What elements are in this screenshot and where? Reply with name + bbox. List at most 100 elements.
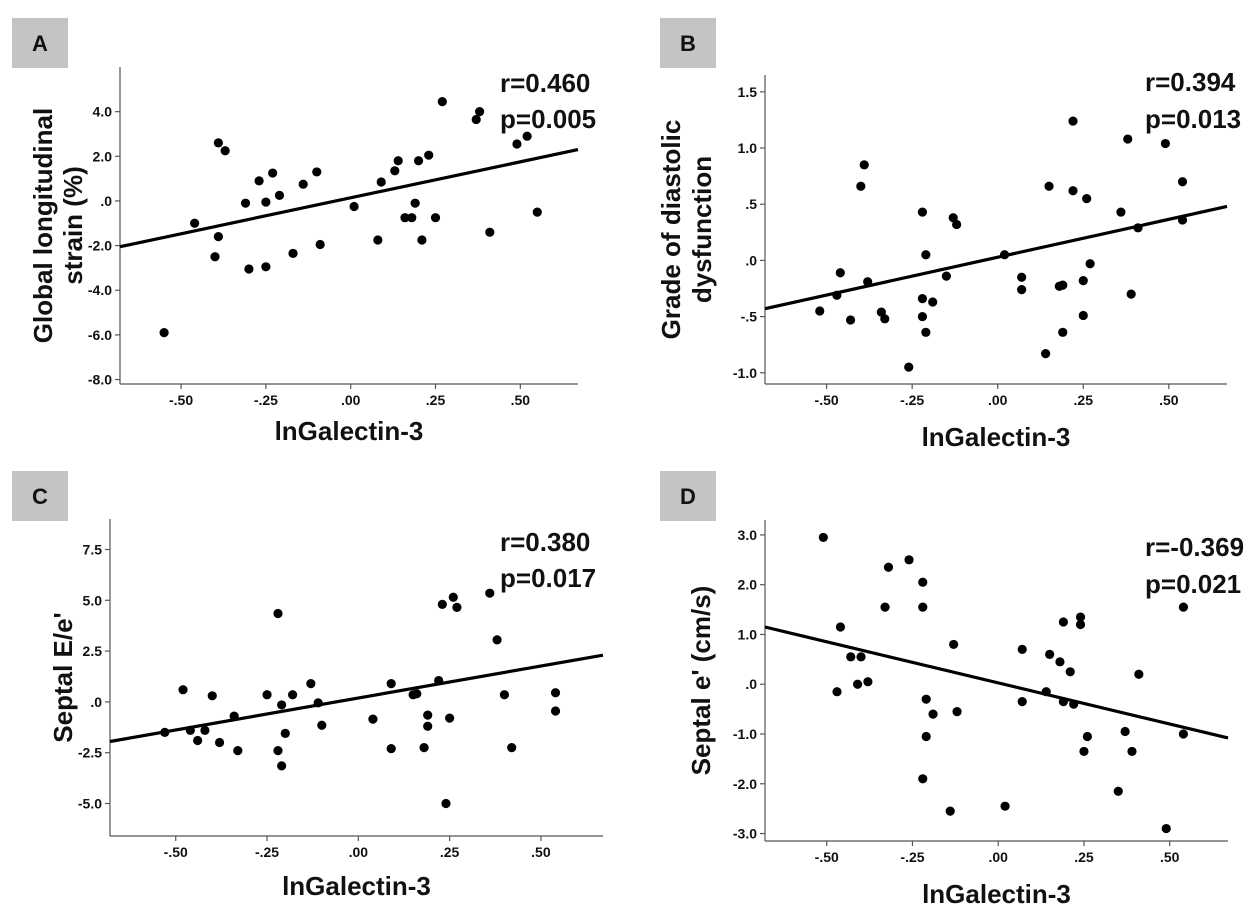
data-point [1178,602,1189,612]
panel-label: D [680,484,696,509]
p-value: p=0.013 [1145,104,1241,134]
data-point [949,639,959,650]
data-point [160,727,170,737]
data-point [288,248,298,259]
correlation-r: r=0.460 [500,68,590,98]
data-point [815,306,825,316]
data-point [863,677,873,687]
y-tick-label: .0 [745,252,757,268]
data-point [376,177,386,187]
x-tick-label: .25 [426,392,446,408]
data-point [312,167,322,177]
y-tick-label: .0 [100,193,112,209]
y-tick-label: 7.5 [83,541,103,557]
data-point [880,314,890,324]
y-axis-title: dysfunction [687,156,717,303]
data-point [1113,786,1123,796]
y-tick-label: -1.0 [733,726,757,742]
data-point [390,166,400,176]
data-point [1079,746,1089,757]
data-point [1017,272,1027,282]
data-point [471,114,481,125]
x-axis-title: lnGalectin-3 [275,416,424,446]
x-tick-label: -.25 [900,849,924,865]
y-tick-label: -2.5 [78,745,102,761]
panel-a: A 4.0 2.0 .0 -2.0 -4.0 -6.0 -8.0 -.50 -.25 .00 .25.… [12,18,596,446]
data-point [423,710,433,720]
data-point [254,176,264,186]
y-tick-label: -2.0 [88,238,112,254]
data-point [1126,289,1136,299]
data-point [1116,207,1126,217]
data-point [210,252,220,262]
x-axis-title: lnGalectin-3 [922,422,1071,452]
data-point [190,218,200,228]
data-point [233,746,243,756]
panel-b: B 1.5 1.0 .5 .0 -.5 -1.0 -.50 -.25 .00 .25 .50 lnGal… [656,18,1241,452]
data-point [1161,823,1171,834]
data-point [306,678,316,689]
data-point [883,562,894,572]
data-point [178,685,188,695]
data-point [904,555,914,565]
data-point [835,268,845,278]
y-axis-title: Septal e' (cm/s) [686,586,716,776]
data-point [273,746,283,756]
data-point [499,690,509,700]
x-tick-label: -.25 [254,392,278,408]
data-point [315,239,325,250]
data-point [400,213,410,223]
data-point [159,328,169,338]
x-tick-label: .00 [988,849,1008,865]
data-point [185,725,195,735]
data-point [835,622,846,632]
data-point [349,201,359,212]
panel-label-box [660,471,716,521]
data-point [832,687,842,697]
data-point [373,235,383,245]
y-tick-label: .5 [745,196,757,212]
data-point [410,198,420,208]
y-tick-label: 2.0 [738,577,758,593]
x-tick-label: .25 [1074,849,1094,865]
panel-c: C 7.5 5.0 2.5 .0 -2.5 -5.0 -.50 -.25 .00 .25 .50 lnG… [12,471,604,901]
data-point [417,235,427,245]
x-tick-label: -.25 [900,392,924,408]
data-point [1058,327,1068,337]
regression-line [764,204,1228,311]
y-axis-title: strain (%) [58,166,88,284]
data-point [550,688,561,698]
data-point [1160,138,1170,149]
correlation-r: r=-0.369 [1145,532,1244,562]
data-point [1177,215,1188,225]
data-point [313,698,323,708]
x-tick-label: -.25 [255,844,279,860]
panel-label-box [660,18,716,68]
x-axis-title: lnGalectin-3 [922,879,1071,909]
data-point [550,706,561,716]
panel-label-box [12,18,68,68]
data-point [917,207,928,217]
data-point [386,678,396,689]
data-point [274,190,285,200]
data-point [424,150,434,160]
y-axis-title: Grade of diastolic [656,120,686,340]
data-point [918,774,928,784]
data-point [452,602,462,612]
data-point [1082,731,1092,742]
data-point [845,315,856,325]
p-value: p=0.021 [1145,569,1241,599]
panel-label-box [12,471,68,521]
data-point [917,311,928,322]
data-point [448,592,458,602]
data-point [1123,134,1133,144]
data-point [863,277,873,287]
data-point [1055,657,1065,667]
x-tick-label: .25 [1074,392,1094,408]
data-point [317,720,327,730]
x-tick-label: .50 [531,844,551,860]
y-tick-label: 1.0 [738,140,758,156]
data-point [952,219,962,230]
y-tick-label: 4.0 [93,104,113,120]
